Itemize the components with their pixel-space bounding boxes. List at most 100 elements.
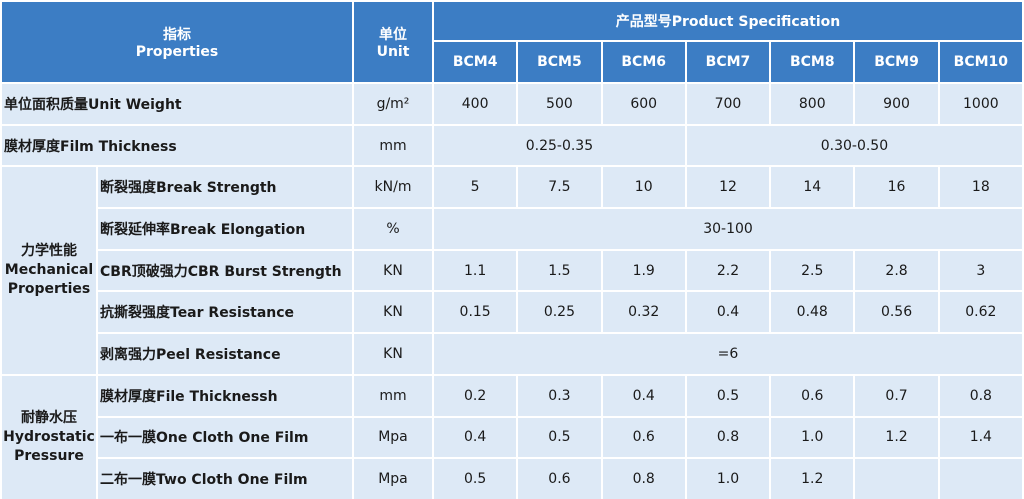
value-cell: 12 [684,165,772,210]
unit-cell: Mpa [352,457,434,499]
value-cell: 0.56 [853,290,940,335]
value-cell: 0.3 [516,373,603,418]
table-row: 一布一膜One Cloth One Film Mpa 0.4 0.5 0.6 0.8 1.0… [1,415,1024,460]
value-cell: 1.5 [516,248,603,293]
value-cell: 0.30-0.50 [684,123,1024,168]
value-cell: 1.2 [853,415,940,460]
model-header: BCM10 [937,40,1024,84]
group-label: 耐静水压 Hydrostatic Pressure [0,373,98,499]
value-cell: 0.6 [516,457,603,499]
value-cell: 2.5 [769,248,856,293]
header-cell: 产品型号Product Specification [432,0,1024,42]
value-cell: 1.2 [769,457,856,499]
model-header: BCM8 [769,40,856,84]
header-cell: 指标 Properties [0,0,354,84]
value-cell: 10 [600,165,687,210]
table-row: 剥离强力Peel Resistance KN =6 [1,332,1024,376]
header-text: 指标 [163,27,191,43]
table-row: 断裂延伸率Break Elongation% 30-100 [1,207,1024,251]
value-cell: 500 [516,82,603,126]
value-cell: 0.48 [769,290,856,335]
value-cell: 3 [937,248,1024,293]
value-cell: 0.4 [431,415,519,460]
group-name: 力学性能 [21,243,77,260]
value-cell: 0.8 [600,457,687,499]
property-label: 二布一膜Two Cloth One Film [96,457,354,499]
value-cell: 1.0 [684,457,772,499]
value-cell: 700 [684,82,772,126]
value-cell: 2.2 [684,248,772,293]
table-row: 单位面积质量Unit Weight g/m² 400 500 600 700 800 900 1… [0,82,1024,126]
value-cell: 30-100 [432,207,1024,251]
value-cell: 1.1 [431,248,519,293]
value-cell: 18 [937,165,1024,210]
property-label: 膜材厚度Film Thickness [0,123,354,168]
table-row: 耐静水压 Hydrostatic Pressure 膜材厚度File Thickne… [0,373,1024,499]
value-cell: 0.7 [853,373,940,418]
header-text: 单位 [379,27,407,43]
value-cell: 0.4 [684,290,772,335]
model-header: BCM5 [516,40,603,84]
value-cell: 0.5 [431,457,519,499]
value-cell: 1.4 [937,415,1024,460]
value-cell: 5 [431,165,519,210]
value-cell: 1.0 [769,415,856,460]
unit-cell: kN/m [352,165,434,210]
value-cell: 0.25 [516,290,603,335]
group-name: Mechanical Properties [4,262,94,298]
property-label: 断裂强度Break Strength [96,165,354,210]
group-name: 耐静水压 [21,409,77,426]
table-row: 抗撕裂强度Tear Resistance KN 0.15 0.25 0.32 0.4 0.4… [1,290,1024,335]
property-label: 剥离强力Peel Resistance [96,332,354,376]
value-cell: 0.2 [431,373,519,418]
group-label: 力学性能 Mechanical Properties [0,165,98,376]
property-label: 一布一膜One Cloth One Film [96,415,354,460]
value-cell: 0.5 [516,415,603,460]
value-cell: 2.8 [853,248,940,293]
value-cell: 0.8 [684,415,772,460]
table-row: CBR顶破强力CBR Burst Strength KN 1.1 1.5 1.9 2.2 2… [1,248,1024,293]
value-cell: 900 [853,82,940,126]
unit-cell: KN [352,290,434,335]
unit-cell: mm [352,373,434,418]
table-row: 二布一膜Two Cloth One Film Mpa 0.5 0.6 0.8 1.0 1.2 [1,457,1024,499]
table-row: 膜材厚度Film Thickness mm 0.25-0.35 0.30-0.50 [0,123,1024,168]
property-label: 断裂延伸率Break Elongation [96,207,354,251]
unit-cell: Mpa [352,415,434,460]
model-header: BCM9 [853,40,940,84]
value-cell: 1.9 [600,248,687,293]
empty-cell [853,457,940,499]
unit-cell: g/m² [352,82,434,126]
property-label: 单位面积质量Unit Weight [0,82,354,126]
value-cell: 600 [600,82,687,126]
value-cell: 0.8 [937,373,1024,418]
value-cell: 14 [769,165,856,210]
unit-cell: KN [352,248,434,293]
property-label: CBR顶破强力CBR Burst Strength [96,248,354,293]
unit-cell: % [352,207,434,251]
value-cell: 0.15 [431,290,519,335]
value-cell: 0.62 [937,290,1024,335]
header-text: Unit [376,44,410,60]
value-cell: 16 [853,165,940,210]
unit-cell: mm [352,123,434,168]
property-label: 抗撕裂强度Tear Resistance [96,290,354,335]
property-label: 膜材厚度File Thicknessh [96,373,354,418]
value-cell: 7.5 [516,165,603,210]
unit-cell: KN [352,332,434,376]
value-cell: 0.6 [600,415,687,460]
table-row: 力学性能 Mechanical Properties 断裂强度Break Stren… [0,165,1024,376]
value-cell: 800 [769,82,856,126]
group-name: Hydrostatic Pressure [3,428,95,464]
value-cell: 400 [431,82,519,126]
model-header: BCM6 [600,40,687,84]
header-text: Properties [135,44,219,60]
value-cell: 1000 [937,82,1024,126]
value-cell: 0.5 [684,373,772,418]
value-cell: =6 [432,332,1024,376]
empty-cell [937,457,1024,499]
model-header: BCM4 [431,40,519,84]
value-cell: 0.6 [769,373,856,418]
